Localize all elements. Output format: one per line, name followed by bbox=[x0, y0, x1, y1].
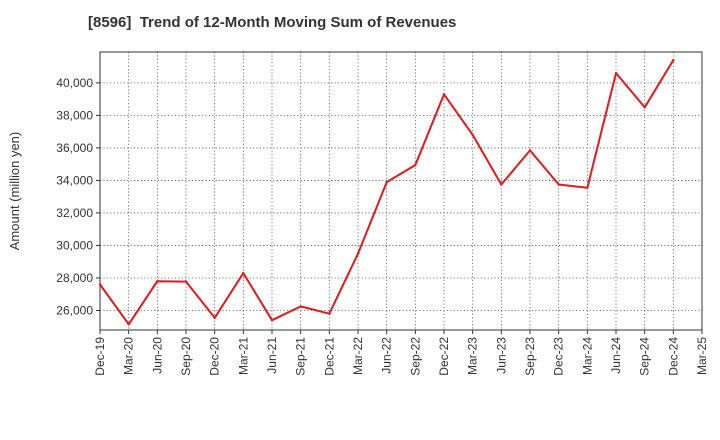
y-tick-label: 38,000 bbox=[56, 108, 93, 122]
x-tick-label: Jun-20 bbox=[150, 337, 164, 374]
data-point bbox=[213, 316, 216, 320]
x-tick-label: Mar-21 bbox=[236, 337, 250, 375]
x-tick-label: Sep-24 bbox=[638, 337, 652, 376]
y-tick-label: 28,000 bbox=[56, 271, 93, 285]
x-tick-label: Mar-20 bbox=[122, 337, 136, 375]
chart-title: [8596] Trend of 12-Month Moving Sum of R… bbox=[88, 14, 457, 31]
x-tick-label: Dec-20 bbox=[208, 337, 222, 376]
x-tick-label: Dec-19 bbox=[93, 337, 107, 376]
x-tick-label: Mar-22 bbox=[351, 337, 365, 375]
data-point bbox=[127, 323, 130, 326]
series-layer bbox=[98, 58, 675, 326]
y-axis-title: Amount (million yen) bbox=[7, 132, 22, 251]
data-point bbox=[471, 133, 474, 137]
plot-area-frame bbox=[99, 51, 703, 331]
y-tick-label: 40,000 bbox=[56, 76, 93, 90]
data-point bbox=[614, 71, 618, 75]
data-point bbox=[557, 183, 560, 186]
data-point bbox=[385, 180, 388, 184]
data-point bbox=[586, 186, 589, 189]
x-tick-label: Mar-23 bbox=[466, 337, 480, 375]
y-tick-label: 30,000 bbox=[56, 238, 93, 252]
data-point bbox=[414, 163, 417, 167]
data-point bbox=[500, 183, 503, 186]
x-tick-label: Mar-24 bbox=[580, 337, 594, 375]
grid bbox=[100, 52, 702, 330]
data-point bbox=[528, 149, 532, 152]
y-tick-label: 36,000 bbox=[56, 141, 93, 155]
data-point bbox=[672, 58, 675, 62]
y-tick-label: 26,000 bbox=[56, 303, 93, 317]
x-tick-label: Dec-23 bbox=[552, 337, 566, 376]
data-point bbox=[156, 280, 159, 283]
y-axis-ticks: 26,000 28,000 30,000 32,000 34,000 36,000 38,0… bbox=[56, 76, 100, 317]
x-tick-label: Mar-25 bbox=[695, 337, 709, 375]
x-tick-label: Dec-22 bbox=[437, 337, 451, 376]
x-tick-label: Dec-21 bbox=[322, 337, 336, 376]
x-tick-label: Jun-23 bbox=[494, 337, 508, 374]
data-point bbox=[98, 283, 102, 286]
x-axis-ticks: Dec-19 Mar-20 Jun-20 Sep-20 Dec-20 Mar-21 Jun-… bbox=[93, 330, 709, 376]
data-point bbox=[184, 280, 188, 283]
data-point bbox=[270, 319, 274, 322]
data-point bbox=[299, 305, 302, 308]
data-point bbox=[643, 106, 646, 109]
x-tick-label: Sep-20 bbox=[179, 337, 193, 376]
x-tick-label: Jun-24 bbox=[609, 337, 623, 374]
y-tick-label: 32,000 bbox=[56, 206, 93, 220]
data-point bbox=[242, 271, 245, 275]
y-tick-label: 34,000 bbox=[56, 173, 93, 187]
x-tick-label: Sep-21 bbox=[294, 337, 308, 376]
data-point bbox=[356, 252, 360, 255]
x-tick-label: Sep-22 bbox=[408, 337, 422, 376]
x-tick-label: Sep-23 bbox=[523, 337, 537, 376]
x-tick-label: Jun-21 bbox=[265, 337, 279, 374]
data-point bbox=[328, 312, 331, 315]
x-tick-label: Dec-24 bbox=[666, 337, 680, 376]
data-point bbox=[442, 93, 446, 96]
x-tick-label: Jun-22 bbox=[380, 337, 394, 374]
